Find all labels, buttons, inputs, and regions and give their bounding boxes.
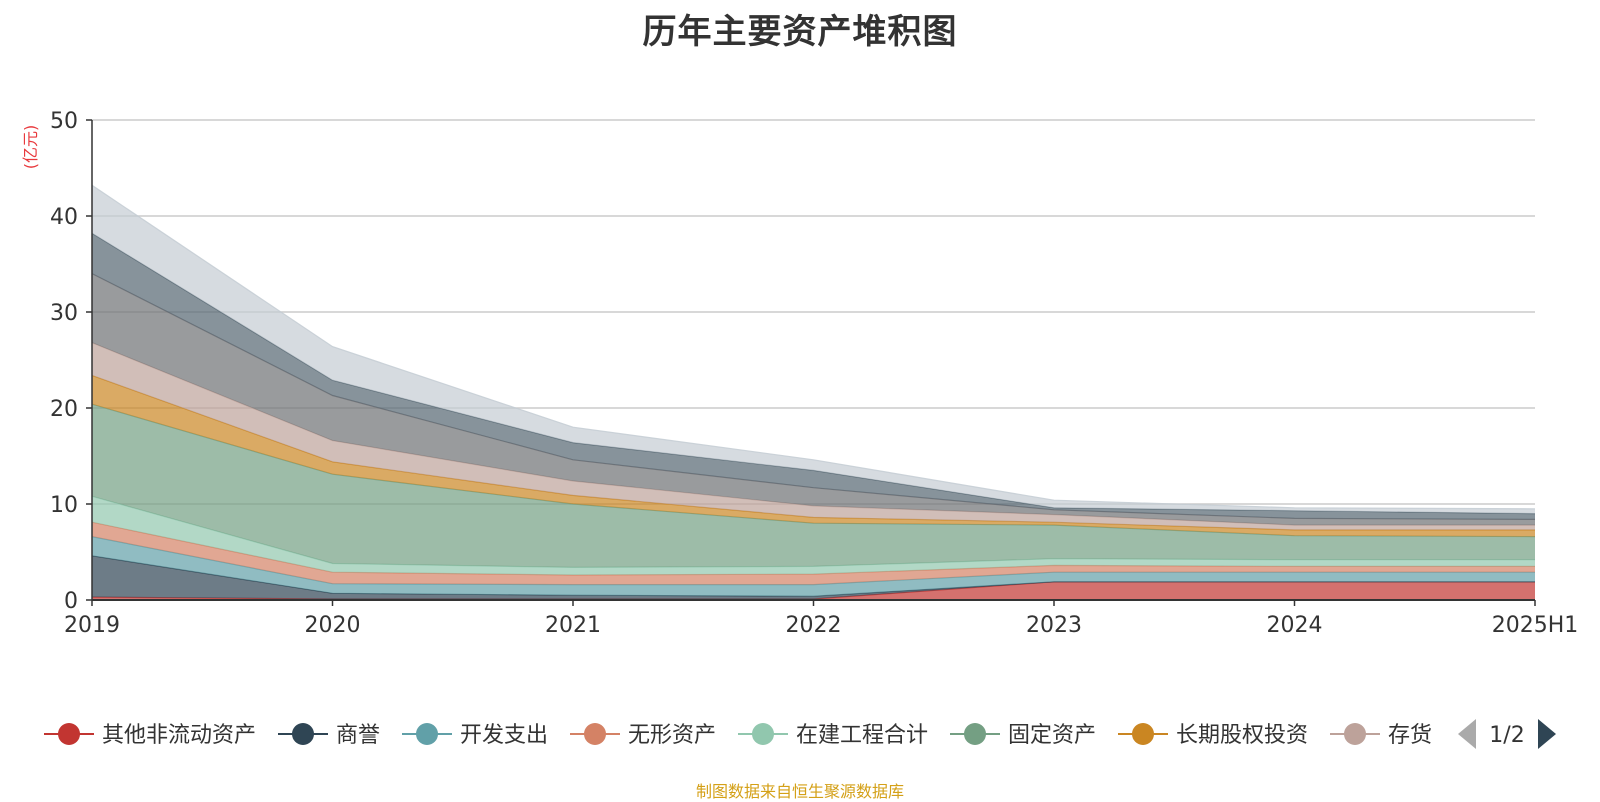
- legend-circle-marker: [1132, 723, 1154, 745]
- legend-circle-marker: [416, 723, 438, 745]
- legend-item-长期股权投资[interactable]: 长期股权投资: [1118, 723, 1308, 748]
- legend-circle-marker: [292, 723, 314, 745]
- chart-title: 历年主要资产堆积图: [642, 12, 958, 52]
- area-series-开发支出[interactable]: [92, 536, 1535, 597]
- x-tick-label: 2021: [545, 613, 601, 638]
- y-tick-label: 50: [50, 109, 78, 134]
- legend: 其他非流动资产 商誉 开发支出 无形资产 在建工程合计 固定资产 长期股权投资 存货 1/2: [44, 719, 1556, 749]
- area-series: [91, 184, 1536, 600]
- legend-label: 存货: [1388, 723, 1432, 748]
- legend-circle-marker: [1344, 723, 1366, 745]
- legend-prev-page-icon[interactable]: [1458, 719, 1476, 749]
- y-tick-label: 40: [50, 205, 78, 230]
- legend-label: 其他非流动资产: [102, 723, 256, 748]
- legend-label: 无形资产: [628, 723, 716, 748]
- legend-label: 固定资产: [1008, 723, 1096, 748]
- legend-page-indicator: 1/2: [1489, 723, 1524, 748]
- x-tick-label: 2025H1: [1492, 613, 1579, 638]
- legend-label: 长期股权投资: [1176, 723, 1308, 748]
- legend-item-商誉[interactable]: 商誉: [278, 723, 380, 748]
- legend-item-固定资产[interactable]: 固定资产: [950, 723, 1096, 748]
- legend-item-无形资产[interactable]: 无形资产: [570, 723, 716, 748]
- y-tick-label: 30: [50, 301, 78, 326]
- area-series-商誉[interactable]: [92, 555, 1535, 599]
- legend-label: 开发支出: [460, 723, 548, 748]
- area-series-其他非流动资产[interactable]: [92, 581, 1535, 600]
- legend-next-page-icon[interactable]: [1538, 719, 1556, 749]
- legend-label: 商誉: [336, 723, 380, 748]
- legend-circle-marker: [58, 723, 80, 745]
- x-tick-label: 2023: [1026, 613, 1082, 638]
- legend-circle-marker: [584, 723, 606, 745]
- area-series-固定资产[interactable]: [92, 404, 1535, 568]
- x-tick-label: 2022: [786, 613, 842, 638]
- x-tick-label: 2020: [305, 613, 361, 638]
- area-series-无形资产[interactable]: [92, 522, 1535, 585]
- x-tick-label: 2019: [64, 613, 120, 638]
- legend-label: 在建工程合计: [796, 723, 928, 748]
- y-tick-label: 20: [50, 397, 78, 422]
- legend-item-开发支出[interactable]: 开发支出: [402, 723, 548, 748]
- x-tick-label: 2024: [1267, 613, 1323, 638]
- axes: 0 10 20 30 40 50 (亿元) 2019 2020 2021 2022 2023 2024 2…: [21, 109, 1578, 638]
- legend-item-存货[interactable]: 存货: [1330, 723, 1432, 748]
- series-line-交易性金融资产: [91, 184, 1536, 510]
- legend-circle-marker: [964, 723, 986, 745]
- legend-circle-marker: [752, 723, 774, 745]
- y-tick-label: 0: [64, 589, 78, 614]
- y-axis-label: (亿元): [21, 125, 40, 170]
- legend-item-其他非流动资产[interactable]: 其他非流动资产: [44, 723, 256, 748]
- legend-item-在建工程合计[interactable]: 在建工程合计: [738, 723, 928, 748]
- source-note: 制图数据来自恒生聚源数据库: [695, 782, 904, 801]
- y-tick-label: 10: [50, 493, 78, 518]
